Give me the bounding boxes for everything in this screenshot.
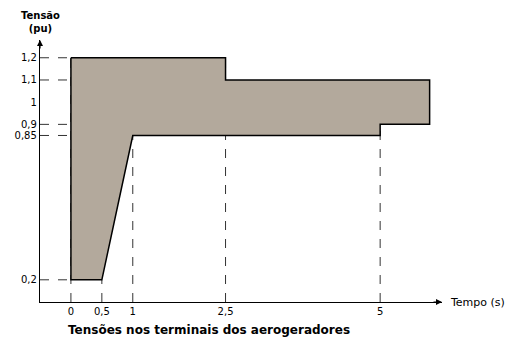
svg-text:1: 1 [130,306,136,317]
svg-text:Tempo (s): Tempo (s) [450,296,505,309]
svg-text:0: 0 [68,306,74,317]
svg-text:0,85: 0,85 [15,130,37,141]
svg-text:5: 5 [377,306,383,317]
svg-text:2,5: 2,5 [218,306,234,317]
svg-text:1,2: 1,2 [21,52,37,63]
svg-text:0,2: 0,2 [21,274,37,285]
svg-text:Tensões nos terminais dos aero: Tensões nos terminais dos aerogeradores [68,323,350,337]
svg-text:0,5: 0,5 [94,306,110,317]
svg-text:1,1: 1,1 [21,74,37,85]
svg-text:0,9: 0,9 [21,119,37,130]
svg-text:Tensão(pu): Tensão(pu) [21,10,60,34]
svg-text:1: 1 [30,97,36,108]
